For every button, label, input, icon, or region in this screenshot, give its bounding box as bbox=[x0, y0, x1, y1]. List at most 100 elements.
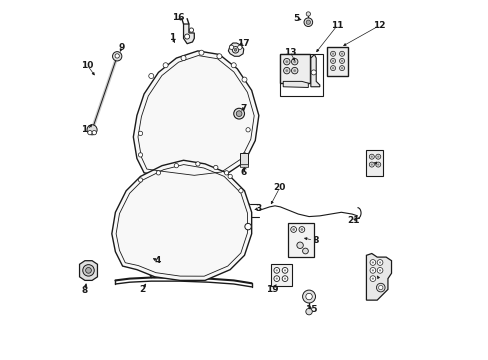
Bar bbox=[279, 54, 309, 83]
Circle shape bbox=[138, 153, 142, 157]
Polygon shape bbox=[366, 253, 391, 300]
Circle shape bbox=[163, 63, 168, 68]
Bar bbox=[326, 47, 348, 76]
Text: 7: 7 bbox=[240, 104, 246, 113]
Circle shape bbox=[284, 269, 285, 271]
Bar bbox=[240, 153, 247, 166]
Circle shape bbox=[330, 51, 335, 56]
Circle shape bbox=[370, 156, 372, 158]
Text: 14: 14 bbox=[372, 274, 385, 283]
Circle shape bbox=[369, 276, 375, 282]
Text: 2: 2 bbox=[139, 285, 145, 294]
Circle shape bbox=[88, 131, 92, 135]
Bar bbox=[271, 264, 292, 286]
Circle shape bbox=[339, 66, 344, 71]
Circle shape bbox=[331, 67, 333, 69]
Circle shape bbox=[376, 283, 384, 292]
Text: 17: 17 bbox=[237, 39, 249, 48]
Circle shape bbox=[156, 171, 160, 175]
Text: 8: 8 bbox=[81, 286, 88, 295]
Text: 9: 9 bbox=[119, 43, 125, 52]
Circle shape bbox=[283, 58, 289, 65]
Circle shape bbox=[331, 60, 333, 62]
Circle shape bbox=[291, 58, 297, 65]
Circle shape bbox=[238, 189, 243, 193]
Circle shape bbox=[376, 163, 379, 166]
Circle shape bbox=[229, 45, 233, 49]
Circle shape bbox=[378, 269, 380, 271]
Circle shape bbox=[292, 228, 294, 231]
Circle shape bbox=[291, 67, 297, 74]
Circle shape bbox=[217, 54, 222, 59]
Circle shape bbox=[285, 60, 287, 63]
Circle shape bbox=[310, 70, 316, 75]
Text: 6: 6 bbox=[240, 168, 246, 177]
Circle shape bbox=[369, 260, 375, 265]
Text: 5: 5 bbox=[293, 14, 299, 23]
Circle shape bbox=[284, 278, 285, 280]
Text: 18: 18 bbox=[306, 236, 319, 245]
Circle shape bbox=[300, 228, 303, 231]
Circle shape bbox=[305, 293, 312, 300]
Polygon shape bbox=[228, 43, 244, 56]
Circle shape bbox=[290, 226, 296, 232]
Circle shape bbox=[275, 278, 277, 280]
Circle shape bbox=[296, 242, 303, 248]
Circle shape bbox=[371, 278, 373, 280]
Circle shape bbox=[330, 58, 335, 63]
Circle shape bbox=[340, 53, 343, 55]
Circle shape bbox=[148, 73, 153, 78]
Circle shape bbox=[340, 60, 343, 62]
Circle shape bbox=[213, 165, 218, 170]
Circle shape bbox=[305, 20, 310, 24]
Text: 13: 13 bbox=[284, 48, 296, 57]
Text: 20: 20 bbox=[273, 183, 285, 192]
Circle shape bbox=[375, 154, 380, 159]
Circle shape bbox=[138, 131, 142, 135]
Circle shape bbox=[371, 269, 373, 271]
Circle shape bbox=[371, 261, 373, 264]
Text: 1: 1 bbox=[168, 33, 175, 42]
Circle shape bbox=[224, 171, 228, 175]
Text: 10: 10 bbox=[81, 61, 93, 70]
Circle shape bbox=[237, 45, 242, 49]
Polygon shape bbox=[310, 54, 319, 87]
Circle shape bbox=[302, 290, 315, 303]
Text: 16: 16 bbox=[172, 13, 184, 22]
Text: 3: 3 bbox=[254, 204, 261, 213]
Circle shape bbox=[242, 153, 246, 157]
Circle shape bbox=[273, 267, 279, 273]
Circle shape bbox=[273, 276, 279, 282]
Circle shape bbox=[370, 163, 372, 166]
Circle shape bbox=[138, 178, 142, 182]
Circle shape bbox=[298, 226, 304, 232]
Text: 10: 10 bbox=[81, 125, 93, 134]
Bar bbox=[279, 54, 322, 96]
Polygon shape bbox=[283, 81, 308, 87]
Circle shape bbox=[189, 28, 193, 32]
Circle shape bbox=[293, 69, 296, 72]
Text: 12: 12 bbox=[372, 21, 385, 30]
Circle shape bbox=[115, 54, 119, 58]
Circle shape bbox=[369, 267, 375, 273]
Polygon shape bbox=[112, 160, 251, 280]
Circle shape bbox=[330, 66, 335, 71]
Circle shape bbox=[92, 131, 96, 135]
Circle shape bbox=[376, 260, 382, 265]
Circle shape bbox=[227, 174, 232, 179]
Circle shape bbox=[242, 77, 246, 82]
Circle shape bbox=[293, 60, 296, 63]
Bar bbox=[240, 164, 247, 167]
Circle shape bbox=[195, 162, 200, 166]
Circle shape bbox=[232, 46, 238, 53]
Circle shape bbox=[283, 67, 289, 74]
Circle shape bbox=[199, 50, 203, 55]
Circle shape bbox=[174, 163, 178, 168]
Circle shape bbox=[236, 111, 242, 117]
Circle shape bbox=[87, 125, 97, 135]
Circle shape bbox=[368, 154, 373, 159]
Circle shape bbox=[231, 63, 236, 68]
Circle shape bbox=[245, 128, 250, 132]
Circle shape bbox=[378, 261, 380, 264]
Circle shape bbox=[282, 267, 287, 273]
